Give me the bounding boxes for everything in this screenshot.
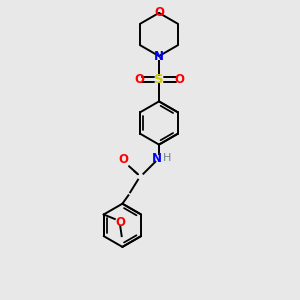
Text: O: O [134, 73, 144, 86]
Text: O: O [118, 153, 128, 166]
Text: N: N [152, 152, 162, 165]
Text: O: O [116, 215, 126, 229]
Text: O: O [154, 6, 164, 20]
Text: O: O [174, 73, 184, 86]
Text: H: H [163, 153, 172, 163]
Text: S: S [154, 73, 164, 86]
Text: N: N [154, 50, 164, 63]
